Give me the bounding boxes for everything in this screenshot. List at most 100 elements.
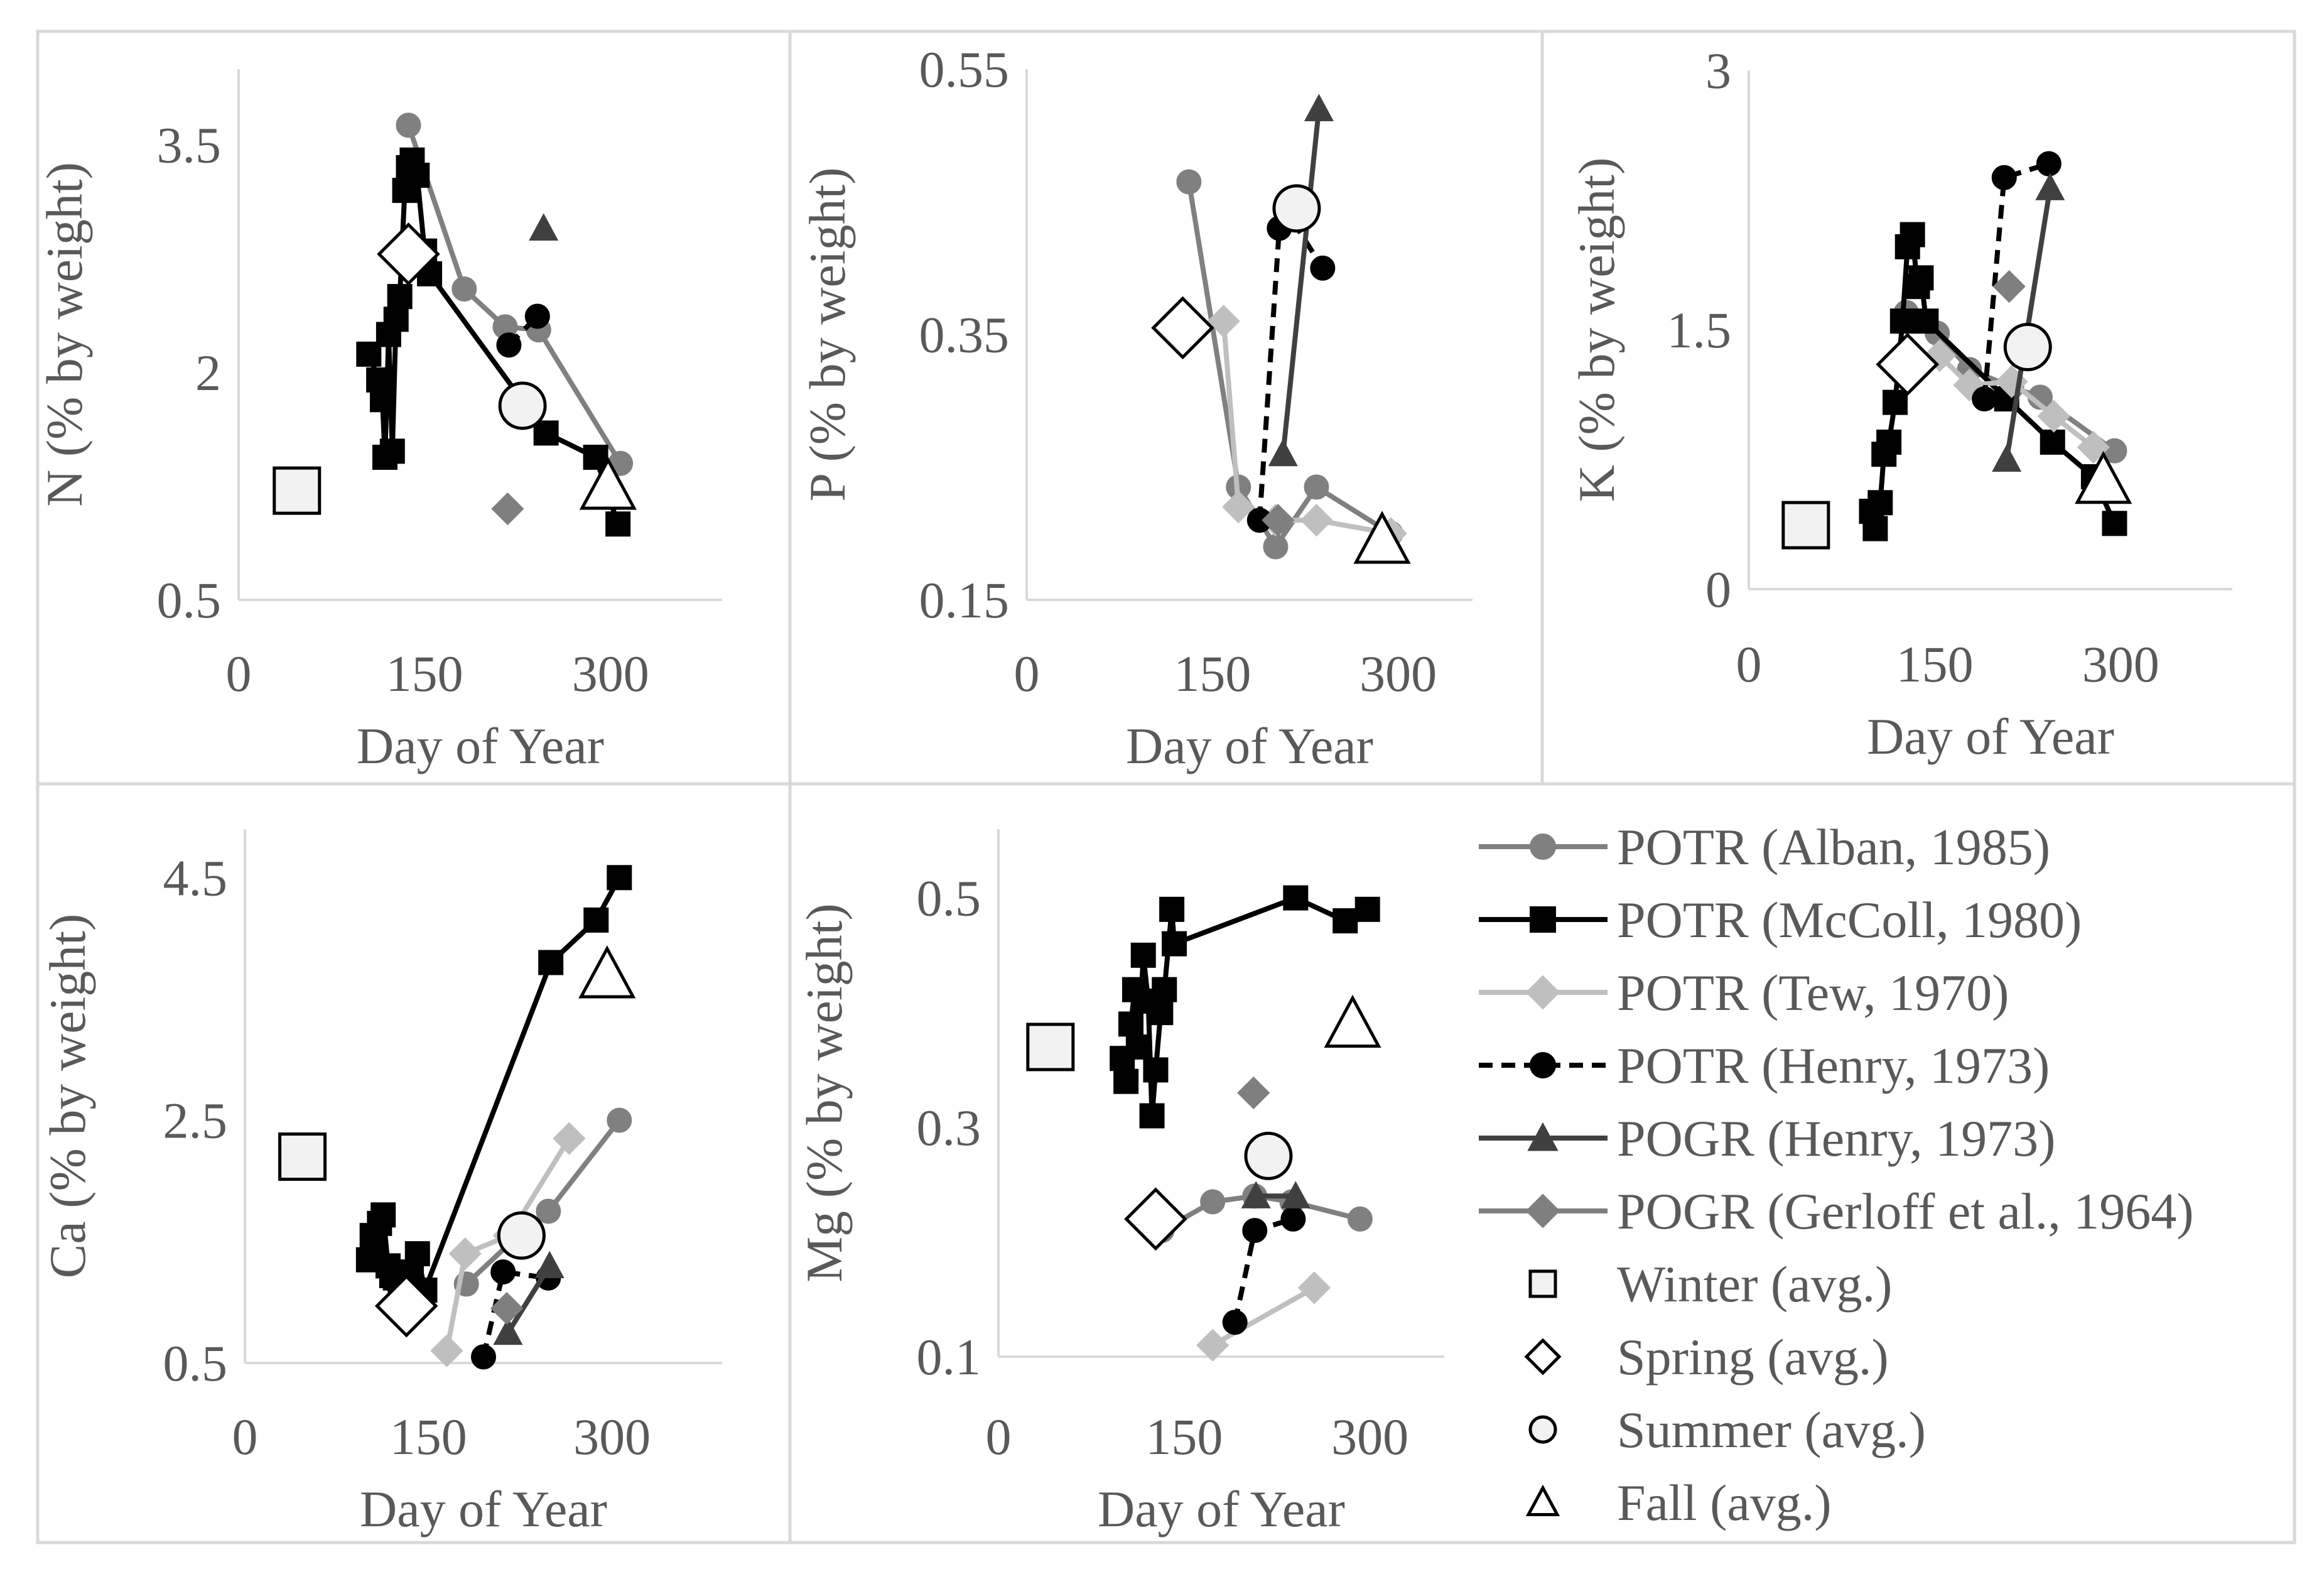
p-summer-avg-point	[1272, 184, 1321, 233]
ca-mccoll-point	[370, 1202, 396, 1228]
legend-item-mccoll: POTR (McColl, 1980)	[1479, 891, 2082, 948]
mg-y-tick-label: 0.5	[917, 870, 981, 927]
p-y-tick-label: 0.55	[919, 41, 1010, 98]
k-summer-avg-point	[2003, 323, 2052, 372]
ca-mccoll-point	[583, 907, 609, 933]
ca-x-tick-label: 0	[232, 1408, 258, 1465]
k-henry_potr-point	[1991, 165, 2017, 190]
p-y-axis-title: P (% by weight)	[799, 167, 856, 501]
mg-mccoll-point	[1152, 977, 1177, 1002]
legend-label-gerloff: POGR (Gerloff et al., 1964)	[1617, 1183, 2194, 1240]
legend-marker-gerloff	[1525, 1193, 1560, 1229]
n-alban-point	[451, 276, 477, 302]
n-y-tick-label: 3.5	[157, 117, 222, 174]
k-y-axis-title: K (% by weight)	[1568, 158, 1625, 502]
ca-tew-point	[448, 1237, 482, 1271]
legend-marker-henry_potr	[1530, 1052, 1556, 1078]
mg-henry_pogr-point	[1280, 1181, 1311, 1208]
legend-marker-summer	[1528, 1415, 1557, 1444]
n-chart: 0.5 2 3.5 0 150 300 Day of Year N (% by weight)	[36, 69, 722, 774]
mg-tew-point	[1297, 1271, 1331, 1305]
k-mccoll-point	[1862, 516, 1888, 541]
p-x-tick-label: 150	[1174, 645, 1251, 702]
legend-label-spring: Spring (avg.)	[1617, 1328, 1889, 1386]
ca-x-tick-label: 150	[390, 1408, 467, 1465]
mg-mccoll-point	[1125, 1034, 1151, 1060]
mg-mccoll-point	[1332, 908, 1358, 934]
legend-label-henry_potr: POTR (Henry, 1973)	[1617, 1037, 2050, 1094]
legend: POTR (Alban, 1985) POTR (McColl, 1980) POT…	[1479, 818, 2194, 1531]
ca-y-tick-label: 2.5	[163, 1092, 228, 1149]
mg-gerloff-point	[1237, 1076, 1270, 1110]
legend-marker-tew	[1525, 975, 1560, 1010]
k-mccoll-point	[1889, 308, 1915, 334]
n-gerloff-point	[491, 492, 524, 526]
mg-mccoll-point	[1113, 1068, 1139, 1094]
p-x-tick-label: 0	[1014, 645, 1040, 702]
k-henry_pogr-point	[2035, 173, 2065, 200]
p-henry_potr-point	[1310, 255, 1336, 281]
ca-henry_pogr-point	[534, 1251, 565, 1279]
legend-label-summer: Summer (avg.)	[1617, 1401, 1926, 1458]
p-y-tick-label: 0.15	[919, 572, 1010, 629]
k-henry_potr-point	[1972, 386, 1997, 412]
ca-winter-avg-point	[278, 1132, 327, 1181]
mg-summer-avg-point	[1244, 1131, 1293, 1180]
mg-alban-point	[1200, 1189, 1226, 1215]
k-henry_potr-line	[1982, 161, 2050, 399]
mg-mccoll-point	[1354, 896, 1380, 922]
n-henry_pogr-point	[529, 213, 559, 241]
k-y-tick-label: 1.5	[1667, 301, 1732, 359]
legend-label-alban: POTR (Alban, 1985)	[1617, 818, 2050, 876]
k-mccoll-point	[1900, 222, 1925, 247]
p-gerloff-point	[1262, 504, 1295, 537]
legend-item-winter: Winter (avg.)	[1528, 1256, 1892, 1313]
n-summer-avg-point	[498, 381, 547, 430]
p-tew-point	[1300, 504, 1333, 537]
k-x-tick-label: 300	[2082, 636, 2159, 693]
mg-mccoll-point	[1118, 1011, 1144, 1037]
ca-alban-point	[536, 1198, 561, 1224]
mg-henry_potr-point	[1242, 1218, 1268, 1244]
k-chart: 0 1.5 3 0 150 300 Day of Year K (% by weight)	[1568, 42, 2232, 765]
p-x-tick-label: 300	[1359, 645, 1437, 702]
mg-y-tick-label: 0.1	[917, 1328, 981, 1386]
ca-henry_pogr-point	[493, 1317, 523, 1345]
mg-mccoll-point	[1162, 931, 1187, 957]
legend-marker-spring	[1524, 1338, 1562, 1376]
k-fall-avg-point	[2075, 450, 2132, 504]
k-mccoll-point	[1882, 389, 1908, 415]
legend-marker-henry_pogr	[1527, 1122, 1559, 1151]
mg-chart: 0.1 0.3 0.5 0 150 300 Day of Year Mg (% by weig…	[796, 829, 1444, 1538]
mg-henry_potr-point	[1222, 1310, 1248, 1335]
ca-henry_potr-point	[471, 1344, 496, 1370]
ca-tew-point	[553, 1122, 586, 1155]
legend-item-fall: Fall (avg.)	[1525, 1474, 1832, 1531]
p-spring-avg-point	[1151, 296, 1214, 360]
n-x-tick-label: 300	[572, 645, 649, 702]
mg-x-tick-label: 300	[1331, 1408, 1408, 1465]
n-mccoll-point	[387, 284, 413, 310]
n-mccoll-point	[383, 307, 409, 332]
mg-y-axis-title: Mg (% by weight)	[796, 903, 853, 1283]
p-henry_pogr-line	[1280, 108, 1322, 455]
mg-henry_potr-point	[1280, 1206, 1306, 1232]
ca-henry_potr-line	[481, 1269, 549, 1358]
n-henry_potr-point	[496, 332, 522, 358]
ca-gerloff-point	[490, 1291, 524, 1325]
legend-item-henry_potr: POTR (Henry, 1973)	[1479, 1037, 2050, 1094]
legend-marker-fall	[1525, 1484, 1560, 1517]
ca-x-axis-title: Day of Year	[360, 1480, 607, 1538]
legend-item-henry_pogr: POGR (Henry, 1973)	[1479, 1110, 2055, 1167]
legend-item-gerloff: POGR (Gerloff et al., 1964)	[1479, 1183, 2194, 1240]
panel-frame-mg	[788, 782, 2296, 1544]
n-mccoll-point	[370, 387, 396, 413]
p-alban-point	[1304, 474, 1329, 500]
n-y-tick-label: 2	[195, 344, 221, 401]
n-x-tick-label: 150	[386, 645, 463, 702]
mg-mccoll-point	[1139, 1103, 1165, 1129]
k-mccoll-point	[2040, 429, 2065, 455]
mg-mccoll-point	[1130, 942, 1156, 968]
n-winter-avg-point	[273, 466, 322, 515]
ca-y-tick-label: 4.5	[163, 849, 228, 906]
